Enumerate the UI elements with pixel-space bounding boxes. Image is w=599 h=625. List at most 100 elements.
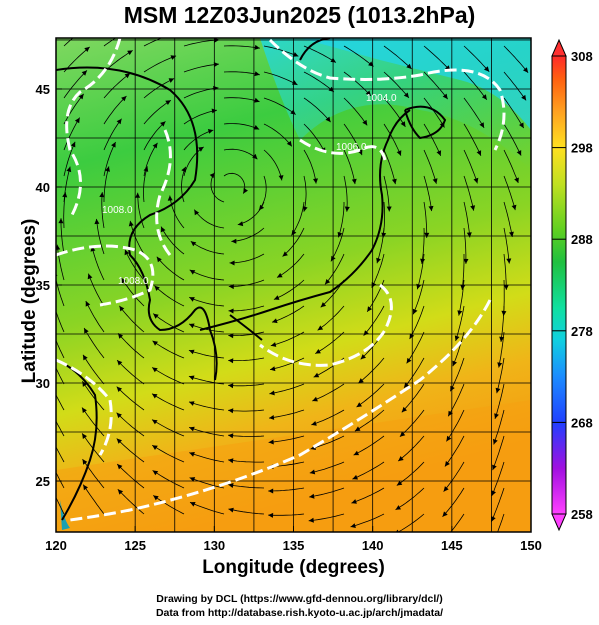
streamline-arrowhead — [479, 122, 485, 128]
streamline — [496, 357, 505, 394]
streamline — [103, 166, 110, 202]
streamline-arrowhead — [450, 385, 455, 392]
streamline — [189, 477, 225, 489]
streamline — [183, 109, 217, 125]
streamline — [81, 381, 105, 411]
streamline-arrowhead — [443, 486, 449, 492]
streamline-arrowhead — [391, 178, 397, 185]
x-tick-label: 140 — [362, 538, 384, 553]
streamline — [263, 123, 293, 147]
streamline-arrowhead — [290, 109, 296, 115]
streamline — [137, 192, 145, 229]
credit-drawing: Drawing by DCL (https://www.gfd-dennou.o… — [156, 593, 443, 605]
y-tick-label: 35 — [36, 278, 50, 293]
streamline — [103, 72, 131, 99]
streamline-arrowhead — [152, 367, 158, 373]
streamline — [352, 461, 385, 480]
streamline-arrowhead — [442, 93, 448, 100]
streamline — [409, 305, 425, 340]
x-tick-label: 135 — [283, 538, 305, 553]
colorbar-tick-label: 258 — [571, 507, 593, 522]
streamline-arrowhead — [228, 284, 234, 290]
streamline — [423, 123, 442, 156]
streamline — [276, 253, 305, 278]
streamline-arrowhead — [181, 166, 186, 173]
streamline — [303, 175, 307, 212]
streamline — [383, 123, 402, 156]
streamline — [81, 407, 105, 437]
streamline-arrowhead — [395, 505, 401, 510]
streamline-arrowhead — [473, 177, 479, 184]
x-tick-label: 130 — [203, 538, 225, 553]
colorbar-tick-label: 288 — [571, 232, 593, 247]
streamline — [103, 38, 117, 47]
streamline-arrowhead — [308, 517, 314, 523]
streamline — [228, 484, 265, 489]
streamline — [228, 305, 265, 312]
streamline — [63, 93, 85, 125]
streamline-arrowhead — [47, 404, 52, 410]
streamline-arrowhead — [358, 378, 364, 384]
streamline-arrowhead — [344, 206, 350, 212]
streamline-arrowhead — [396, 480, 403, 486]
streamline-arrowhead — [454, 335, 460, 341]
streamline — [223, 45, 260, 49]
streamline — [308, 513, 345, 522]
streamline-arrowhead — [198, 146, 204, 152]
streamline — [343, 71, 372, 97]
x-axis-label: Longitude (degrees) — [202, 557, 385, 578]
streamline-arrowhead — [371, 282, 377, 288]
streamline-arrowhead — [51, 298, 56, 304]
y-tick-label: 30 — [36, 376, 50, 391]
streamline — [169, 195, 185, 229]
streamline — [56, 471, 65, 489]
streamline — [223, 97, 260, 103]
streamline-arrowhead — [491, 516, 496, 522]
streamline-arrowhead — [309, 493, 315, 499]
streamline — [317, 305, 345, 331]
streamline — [354, 409, 385, 432]
streamline-arrowhead — [228, 483, 234, 488]
axis-ticks: 120 125 130 135 140 145 150 25 30 35 40 45 — [36, 82, 542, 553]
streamline-arrowhead — [152, 470, 159, 476]
streamline — [497, 513, 505, 532]
streamline-arrowhead — [190, 241, 197, 247]
streamline-arrowhead — [320, 302, 327, 308]
streamline — [229, 253, 265, 264]
streamline-arrowhead — [442, 511, 448, 517]
streamline-arrowhead — [119, 305, 125, 312]
streamline — [183, 129, 214, 151]
streamline-arrowhead — [514, 177, 519, 183]
streamline-arrowhead — [152, 445, 158, 450]
streamline — [189, 501, 225, 515]
streamline — [189, 269, 225, 281]
streamline — [63, 70, 88, 99]
streamline — [121, 277, 145, 307]
streamline-arrowhead — [190, 502, 196, 507]
streamline-arrowhead — [399, 431, 406, 437]
streamline — [269, 357, 305, 370]
streamline-arrowhead — [62, 192, 68, 198]
streamline — [231, 227, 265, 242]
streamline-arrowhead — [360, 354, 366, 360]
streamline-arrowhead — [302, 206, 308, 212]
streamline-arrowhead — [460, 284, 466, 290]
streamline-arrowhead — [231, 238, 237, 244]
streamline-arrowhead — [84, 46, 90, 52]
streamline — [423, 201, 428, 238]
streamline-arrowhead — [82, 407, 87, 413]
streamline — [351, 487, 385, 504]
streamline-arrowhead — [213, 85, 219, 91]
streamline — [228, 331, 265, 336]
streamline — [223, 71, 260, 76]
streamline-arrowhead — [129, 27, 135, 32]
streamline — [151, 367, 185, 385]
streamline-arrowhead — [48, 351, 53, 357]
streamline-arrowhead — [291, 229, 297, 236]
streamline-arrowhead — [66, 166, 72, 173]
streamline — [223, 123, 260, 130]
streamline — [268, 409, 305, 419]
streamline-arrowhead — [506, 258, 512, 264]
streamline — [228, 279, 265, 287]
streamline-arrowhead — [492, 464, 497, 471]
